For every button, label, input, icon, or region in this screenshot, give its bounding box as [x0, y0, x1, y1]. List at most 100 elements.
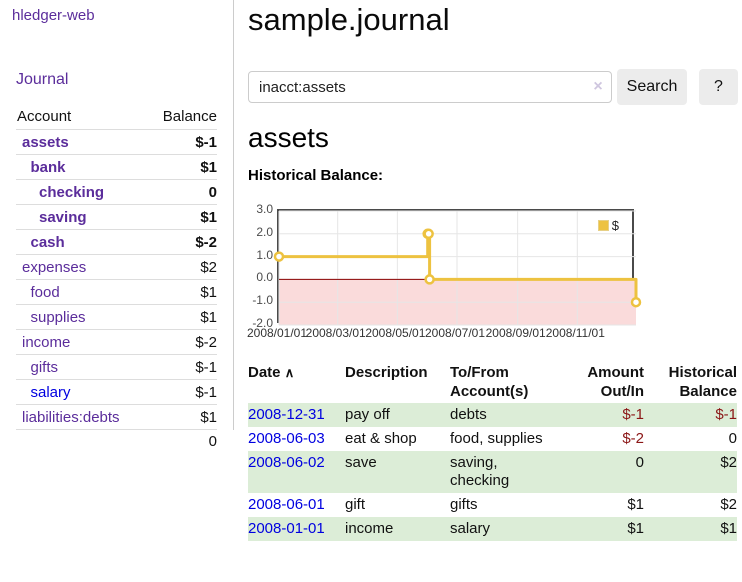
transaction-description: pay off — [345, 406, 390, 423]
y-tick-label: 2.0 — [256, 224, 273, 239]
account-balance: $-1 — [195, 358, 217, 376]
account-row: gifts $-1 — [16, 354, 217, 380]
legend-label: $ — [611, 218, 619, 233]
account-row: liabilities:debts $1 — [16, 404, 217, 430]
chart-legend: $ — [597, 218, 619, 233]
account-heading: assets — [248, 122, 329, 153]
transaction-amount: $1 — [627, 520, 644, 537]
account-row: food $1 — [16, 279, 217, 305]
x-tick-label: 2008/01/01 — [246, 326, 308, 340]
transaction-row: 2008-06-02 save saving, checking 0 $2 — [248, 451, 737, 493]
account-link[interactable]: checking — [39, 183, 105, 201]
legend-swatch-icon — [597, 220, 609, 231]
account-link[interactable]: gifts — [30, 358, 59, 376]
transaction-row: 2008-01-01 income salary $1 $1 — [248, 517, 737, 541]
transaction-date-link[interactable]: 2008-01-01 — [248, 520, 325, 537]
sort-asc-icon: ∧ — [284, 365, 295, 380]
transaction-balance: 0 — [728, 430, 737, 447]
x-tick-label: 2008/09/01 — [485, 326, 546, 340]
transaction-date-link[interactable]: 2008-06-03 — [248, 430, 325, 447]
transaction-amount: $-1 — [622, 406, 644, 423]
accounts-table: Account Balance assets $-1 bank $1 checking 0… — [16, 106, 217, 454]
transaction-description: save — [345, 454, 377, 471]
transaction-date-cell: 2008-01-01 — [248, 517, 345, 541]
register-table: Date ∧ Description To/From Account(s) Am… — [248, 360, 737, 541]
chart-canvas — [273, 210, 642, 326]
transaction-balance: $2 — [720, 454, 737, 471]
transaction-date-cell: 2008-06-03 — [248, 427, 345, 451]
transaction-accounts: gifts — [450, 496, 478, 513]
register-col-description: Description — [345, 364, 428, 381]
sidebar-divider — [233, 0, 234, 430]
account-row: bank $1 — [16, 154, 217, 180]
transaction-row: 2008-06-03 eat & shop food, supplies $-2 0 — [248, 427, 737, 451]
transaction-date-cell: 2008-06-02 — [248, 451, 345, 493]
account-balance: 0 — [208, 183, 217, 201]
transaction-accounts: salary — [450, 520, 491, 537]
transaction-description: eat & shop — [345, 430, 417, 447]
account-link[interactable]: cash — [30, 233, 65, 251]
account-balance: $1 — [200, 408, 217, 426]
help-button[interactable]: ? — [699, 69, 738, 105]
transaction-date-link[interactable]: 2008-12-31 — [248, 406, 325, 423]
transaction-description: gift — [345, 496, 366, 513]
account-link[interactable]: liabilities:debts — [22, 408, 120, 426]
account-link[interactable]: assets — [22, 133, 69, 151]
account-balance: $-1 — [195, 133, 217, 151]
transaction-row: 2008-12-31 pay off debts $-1 $-1 — [248, 403, 737, 427]
transaction-amount: $1 — [627, 496, 644, 513]
register-col-amount: Amount Out/In — [587, 364, 644, 400]
register-col-balance: Historical Balance — [668, 364, 737, 400]
account-link[interactable]: salary — [30, 383, 71, 401]
transaction-amount: $-2 — [622, 430, 644, 447]
accounts-total-row: 0 — [16, 429, 217, 454]
chart-plot-area: $ — [273, 209, 642, 326]
accounts-col-balance: Balance — [162, 108, 217, 125]
account-balance: $-1 — [195, 383, 217, 401]
transaction-description: income — [345, 520, 394, 537]
account-link[interactable]: expenses — [22, 258, 87, 276]
transaction-date-link[interactable]: 2008-06-02 — [248, 454, 325, 471]
account-row: income $-2 — [16, 329, 217, 355]
sidebar-item-journal[interactable]: Journal — [16, 71, 69, 88]
account-row: saving $1 — [16, 204, 217, 230]
x-tick-label: 2008/03/01 — [305, 326, 366, 340]
page-title: sample.journal — [248, 2, 450, 37]
account-balance: $2 — [200, 258, 217, 276]
account-link[interactable]: food — [30, 283, 60, 301]
search-input[interactable] — [248, 71, 612, 103]
transaction-balance: $1 — [720, 520, 737, 537]
transaction-accounts: food, supplies — [450, 430, 543, 447]
transaction-date-link[interactable]: 2008-06-01 — [248, 496, 325, 513]
y-tick-label: -1.0 — [252, 293, 273, 308]
transaction-balance: $-1 — [715, 406, 737, 423]
x-tick-label: 2008/11/01 — [545, 326, 605, 340]
account-balance: $1 — [200, 308, 217, 326]
transaction-date-cell: 2008-06-01 — [248, 493, 345, 517]
transaction-row: 2008-06-01 gift gifts $1 $2 — [248, 493, 737, 517]
account-balance: $1 — [200, 283, 217, 301]
y-tick-label: 1.0 — [256, 247, 273, 262]
clear-search-icon[interactable]: × — [593, 78, 603, 95]
register-col-date[interactable]: Date ∧ — [248, 364, 295, 381]
account-link[interactable]: saving — [39, 208, 87, 226]
transaction-accounts: saving, checking — [450, 454, 510, 489]
register-col-accounts: To/From Account(s) — [450, 364, 529, 400]
account-link[interactable]: supplies — [30, 308, 86, 326]
account-balance: $1 — [200, 208, 217, 226]
y-tick-label: 3.0 — [256, 202, 273, 216]
account-row: checking 0 — [16, 179, 217, 205]
account-row: supplies $1 — [16, 304, 217, 330]
account-row: salary $-1 — [16, 379, 217, 405]
accounts-total-value: 0 — [208, 433, 217, 451]
account-row: assets $-1 — [16, 129, 217, 155]
account-link[interactable]: bank — [30, 158, 66, 176]
transaction-date-cell: 2008-12-31 — [248, 403, 345, 427]
app-brand-link[interactable]: hledger-web — [12, 7, 95, 24]
accounts-col-account: Account — [17, 108, 72, 125]
account-balance: $-2 — [195, 233, 217, 251]
account-link[interactable]: income — [22, 333, 71, 351]
transaction-amount: 0 — [635, 454, 644, 471]
search-button[interactable]: Search — [617, 69, 687, 105]
transaction-accounts: debts — [450, 406, 487, 423]
